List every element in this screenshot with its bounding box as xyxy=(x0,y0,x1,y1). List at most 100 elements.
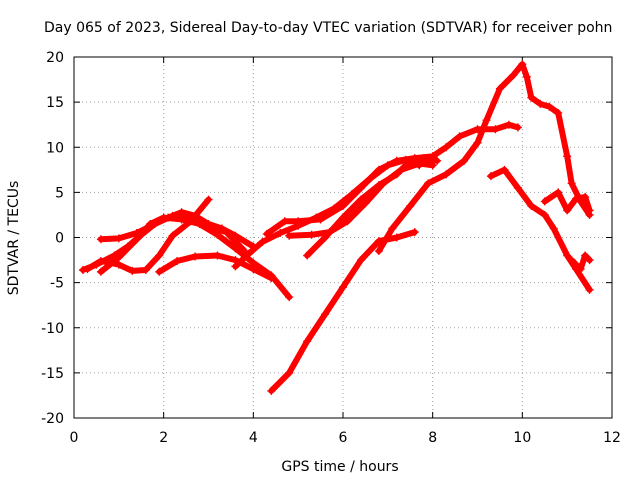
grid-layer xyxy=(73,56,613,419)
data-point xyxy=(563,251,572,260)
data-point xyxy=(406,201,415,210)
plot-frame xyxy=(73,56,613,419)
data-point xyxy=(204,195,213,204)
data-point xyxy=(540,210,549,219)
data-point xyxy=(186,215,195,224)
data-point xyxy=(410,228,419,237)
data-point xyxy=(581,251,590,260)
data-point xyxy=(191,252,200,261)
series-3 xyxy=(83,195,213,275)
data-point xyxy=(262,229,271,238)
data-point xyxy=(339,201,347,210)
data-point xyxy=(141,265,150,274)
data-point xyxy=(554,108,563,117)
data-point xyxy=(114,260,123,269)
data-point xyxy=(388,224,397,233)
data-point xyxy=(585,256,594,265)
data-point xyxy=(213,251,222,260)
data-point xyxy=(285,231,294,240)
x-tick-label: 0 xyxy=(70,430,79,446)
data-point xyxy=(495,84,504,93)
data-point xyxy=(267,386,276,395)
data-point xyxy=(356,256,365,265)
data-point xyxy=(321,233,330,242)
data-point xyxy=(424,179,433,188)
x-tick-label: 4 xyxy=(249,430,258,446)
data-point xyxy=(168,211,177,220)
data-point xyxy=(392,170,401,179)
series-9 xyxy=(303,156,424,260)
y-tick-label: 5 xyxy=(55,185,64,201)
data-point xyxy=(374,247,383,256)
series-trace xyxy=(375,61,593,254)
y-tick-label: 15 xyxy=(46,95,64,111)
data-point xyxy=(321,310,330,319)
data-point xyxy=(231,262,240,271)
series-trace xyxy=(568,252,593,273)
data-point xyxy=(303,251,312,260)
data-point xyxy=(96,267,105,276)
data-point xyxy=(155,267,164,276)
y-tick-label: -15 xyxy=(41,366,64,382)
x-tick-label: 10 xyxy=(513,430,531,446)
data-point xyxy=(392,156,401,165)
data-point xyxy=(563,152,572,161)
data-point xyxy=(285,368,294,377)
data-point xyxy=(567,179,576,188)
data-point xyxy=(114,234,123,243)
series-13 xyxy=(540,188,594,215)
data-point xyxy=(460,156,469,165)
data-point xyxy=(339,283,347,292)
data-point xyxy=(513,183,522,192)
data-point xyxy=(473,138,482,147)
data-point xyxy=(83,265,92,274)
data-point xyxy=(576,265,585,274)
data-point xyxy=(509,71,518,80)
data-point xyxy=(258,238,267,247)
data-point xyxy=(307,230,316,239)
data-point xyxy=(491,125,500,134)
data-point xyxy=(504,120,513,129)
data-point xyxy=(361,199,370,208)
series-10 xyxy=(267,228,419,395)
data-point xyxy=(168,231,177,240)
data-point xyxy=(585,285,594,294)
series-12 xyxy=(486,165,594,294)
series-4 xyxy=(155,251,276,283)
data-point xyxy=(500,165,509,174)
data-point xyxy=(280,217,289,226)
series-trace xyxy=(268,229,418,394)
data-point xyxy=(567,256,576,265)
data-point xyxy=(240,247,249,256)
y-tick-label: -10 xyxy=(41,321,64,337)
data-point xyxy=(173,256,182,265)
data-point xyxy=(486,172,495,181)
y-tick-label: 10 xyxy=(46,140,64,156)
axis-layer: 0 2 4 6 8 10 12 -20 -15 -10 -5 0 5 10 15 20 xyxy=(41,50,621,446)
data-point xyxy=(343,217,352,226)
data-point xyxy=(540,197,549,206)
series-trace xyxy=(263,121,521,237)
series-trace xyxy=(156,252,275,282)
data-point xyxy=(585,206,594,215)
chart-title: Day 065 of 2023, Sidereal Day-to-day VTE… xyxy=(44,20,612,36)
data-point xyxy=(442,143,451,152)
data-point xyxy=(303,337,312,346)
y-axis-label: SDTVAR / TECUs xyxy=(6,181,22,296)
data-point xyxy=(527,93,536,102)
data-point xyxy=(545,102,554,111)
data-point xyxy=(522,72,531,81)
data-point xyxy=(316,215,325,224)
data-point xyxy=(563,206,572,215)
data-point xyxy=(267,274,276,283)
data-point xyxy=(155,251,164,260)
x-tick-label: 12 xyxy=(603,430,621,446)
y-tick-label: -20 xyxy=(41,411,64,427)
series-trace xyxy=(541,189,593,214)
data-point xyxy=(581,192,590,201)
data-point xyxy=(455,132,464,141)
data-point xyxy=(572,194,581,203)
data-point xyxy=(374,165,383,174)
